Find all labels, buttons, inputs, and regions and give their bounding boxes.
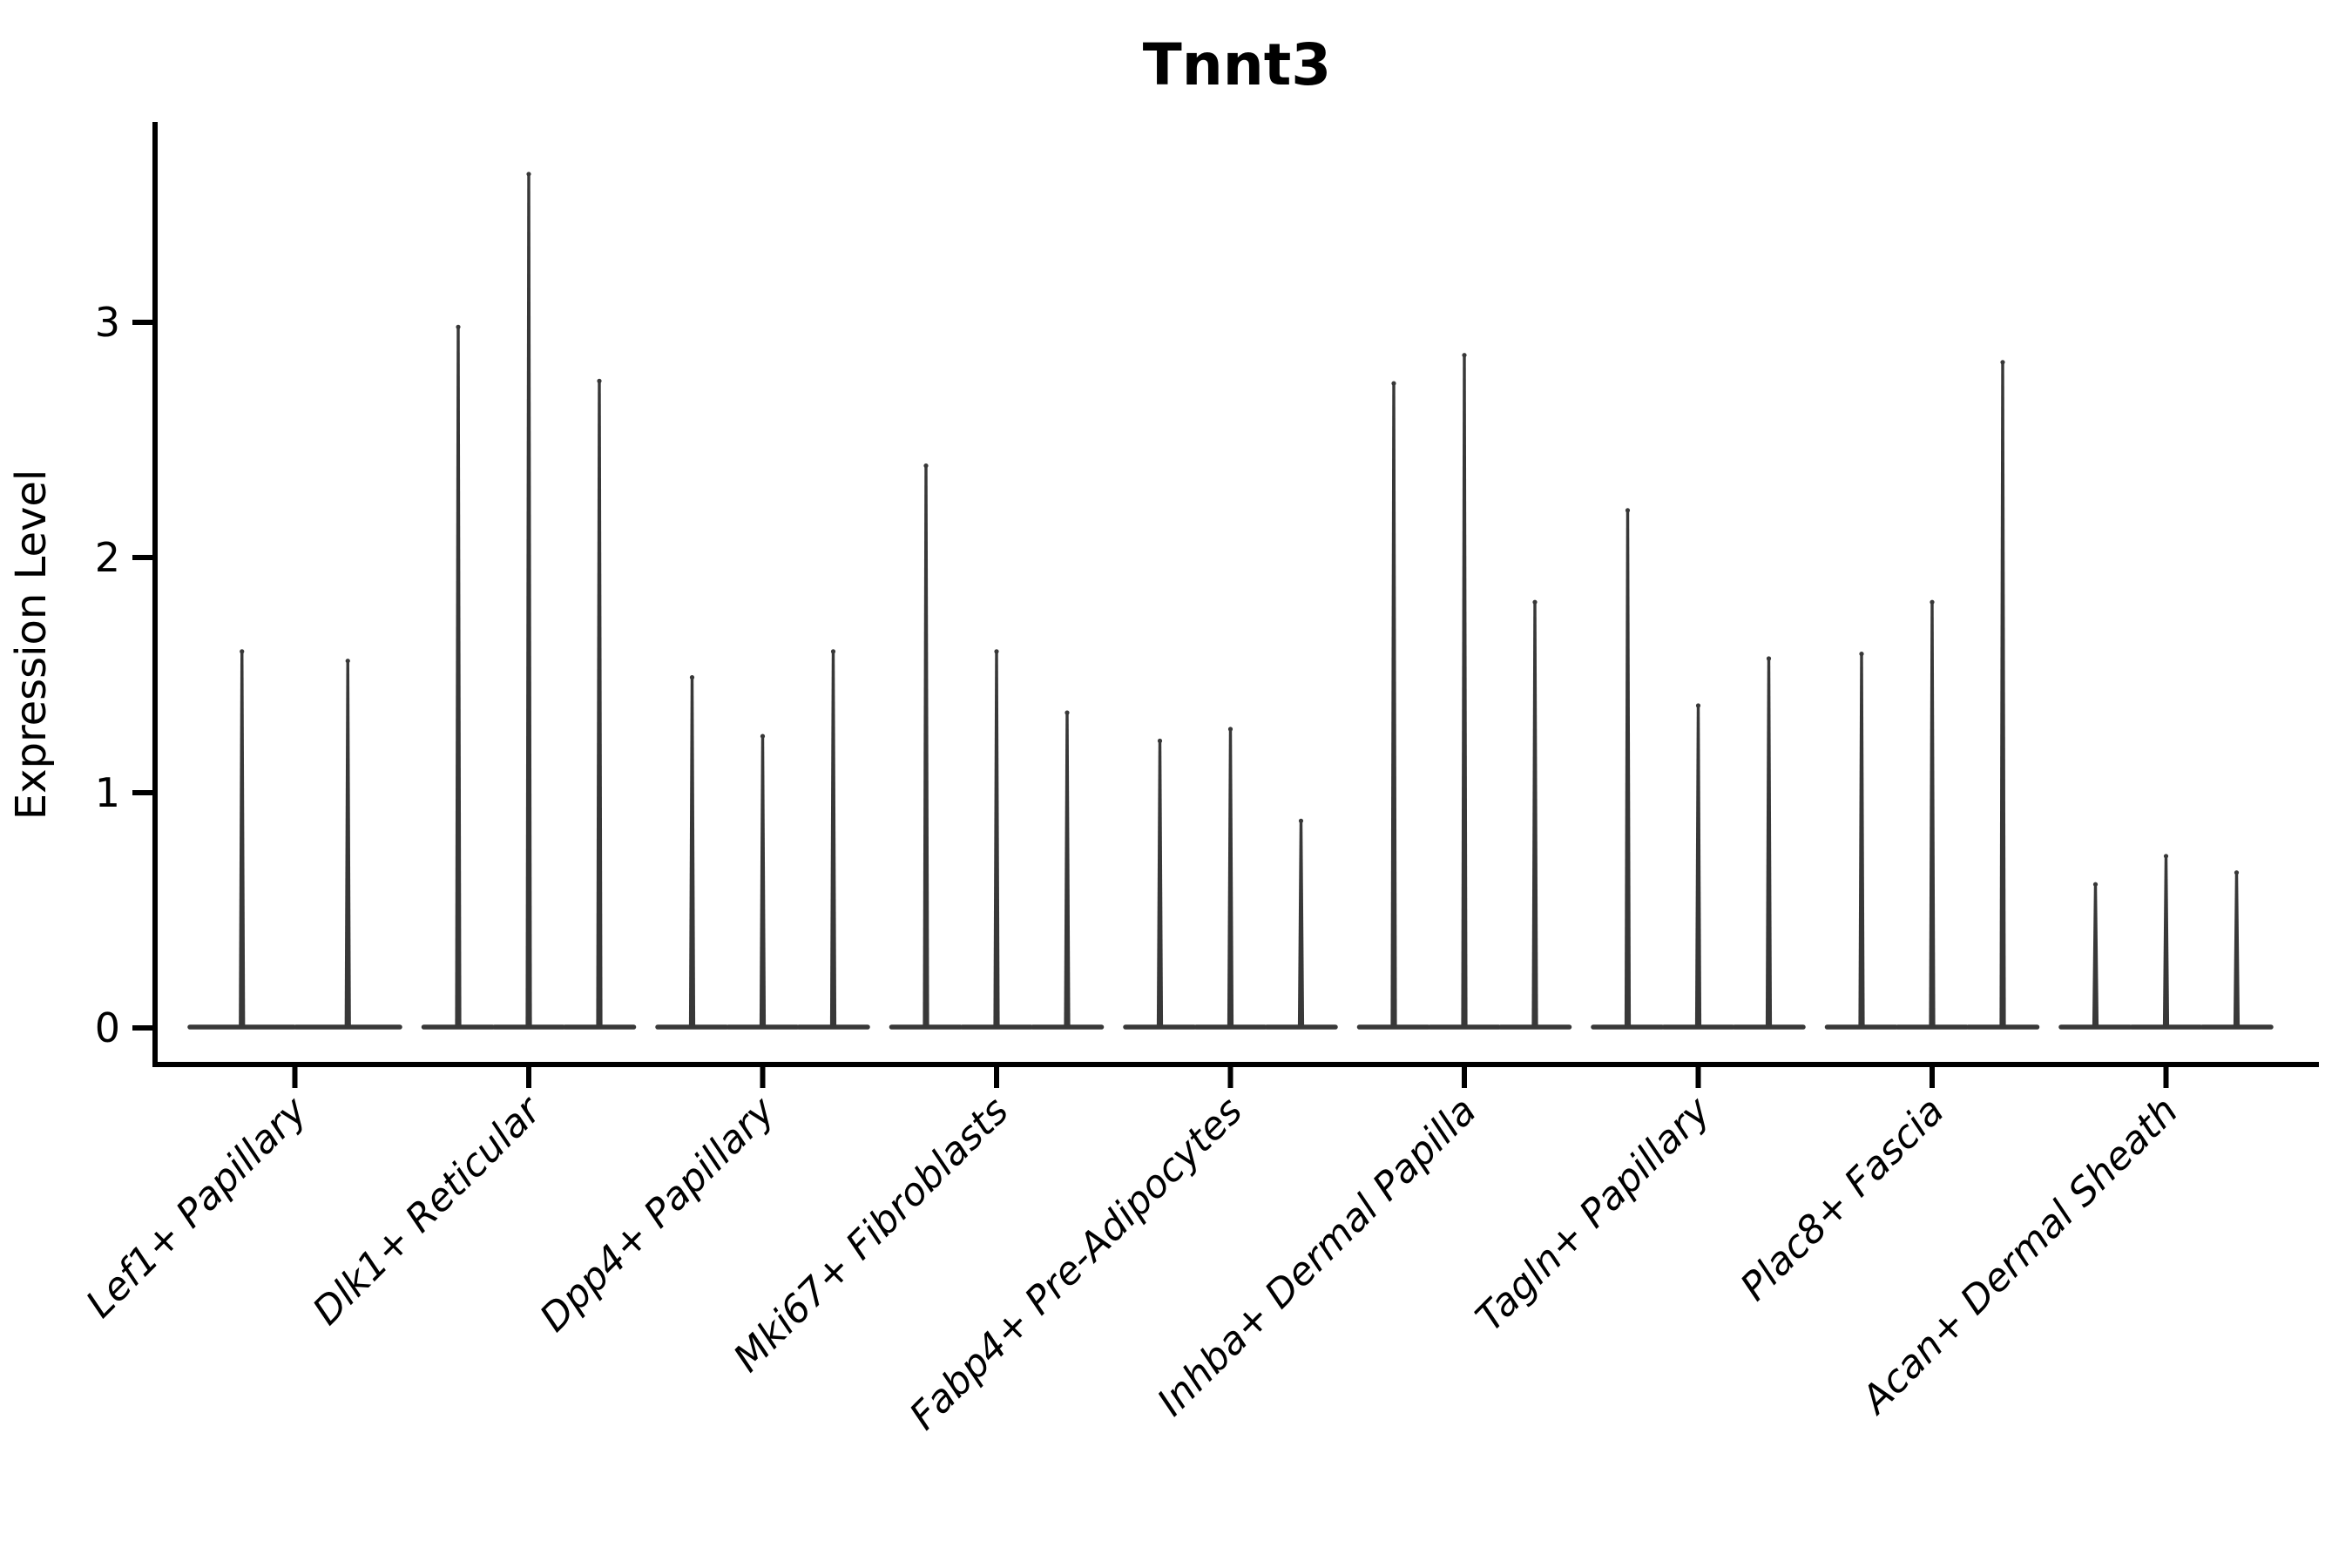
y-axis-ticks: 0 1 2 3 (95, 299, 155, 1051)
violin-spike-tip (456, 324, 461, 329)
y-tick-label: 2 (95, 534, 120, 581)
violin-spike (1227, 729, 1234, 1027)
violin-spike (1858, 654, 1865, 1027)
violin-spike (1531, 602, 1538, 1027)
chart-title: Tnnt3 (1143, 31, 1331, 98)
violin-spike (1999, 362, 2006, 1027)
x-tick-label: Lef1+ Papillary (78, 1088, 316, 1327)
violin-spike (923, 466, 929, 1027)
violin-spike (2092, 884, 2099, 1027)
violin-group (1123, 727, 1338, 1030)
violin-spike (829, 652, 837, 1027)
x-tick-label: Dpp4+ Papillary (531, 1088, 784, 1341)
violin-spike-tip (345, 659, 350, 664)
violin-spike-tip (689, 675, 695, 680)
violin-group (421, 172, 637, 1030)
violin-spike (1390, 383, 1397, 1027)
violin-spike-tip (994, 649, 999, 654)
x-tick-label: Dlk1+ Reticular (304, 1087, 551, 1334)
violin-spike (525, 174, 532, 1027)
violin-spike (1765, 659, 1773, 1027)
violin-group (2058, 854, 2274, 1030)
violin-spike-tip (830, 649, 836, 654)
violin-spike-tip (2234, 870, 2240, 875)
violin-group (1591, 508, 1806, 1030)
violin-spike (2162, 856, 2170, 1027)
violin-spike (1156, 740, 1164, 1027)
violin-spike-tip (1227, 727, 1233, 732)
violin-spike-tip (1298, 818, 1304, 823)
violin-spike-tip (1157, 738, 1163, 744)
y-tick-label: 3 (95, 299, 120, 346)
x-tick-label: Tagln+ Papillary (1468, 1088, 1720, 1340)
y-axis-label: Expression Level (7, 470, 56, 821)
violin-spike-tip (526, 172, 531, 177)
y-tick-label: 1 (95, 769, 120, 816)
violin-spike (1297, 821, 1305, 1027)
violin-spike-tip (2163, 854, 2169, 859)
violin-spike (1461, 355, 1468, 1028)
violin-spike-tip (2000, 360, 2005, 365)
violin-spike-tip (1532, 599, 1538, 605)
violin-spike (688, 678, 696, 1027)
violin-group (655, 649, 870, 1030)
violin-spike (1929, 602, 1936, 1027)
violin-spike-tip (1766, 656, 1772, 661)
violin-spike-tip (1625, 508, 1631, 513)
violin-spike-tip (1859, 652, 1864, 657)
violin-series (187, 172, 2274, 1030)
violin-spike (239, 652, 246, 1027)
violin-spike-tip (1064, 710, 1070, 715)
violin-spike-tip (1695, 703, 1701, 708)
axes-spines (152, 122, 2319, 1067)
violin-group (1824, 360, 2040, 1030)
violin-spike (759, 736, 767, 1027)
violin-group (889, 463, 1105, 1030)
violin-spike (1064, 713, 1071, 1027)
violin-spike (1624, 510, 1632, 1027)
violin-spike (455, 327, 462, 1027)
x-tick-label: Plac8+ Fascia (1732, 1089, 1952, 1309)
violin-spike (596, 381, 603, 1027)
violin-spike-tip (240, 649, 245, 654)
violin-spike-tip (923, 463, 929, 469)
violin-group (187, 649, 402, 1030)
violin-spike-tip (2092, 882, 2099, 887)
violin-spike-tip (1930, 599, 1935, 605)
violin-spike-tip (1462, 353, 1467, 358)
violin-spike (993, 652, 1000, 1027)
violin-spike (2233, 873, 2240, 1027)
violin-spike-tip (597, 378, 602, 383)
violin-spike (344, 661, 351, 1027)
violin-spike-tip (760, 733, 766, 739)
violin-spike-tip (1391, 381, 1396, 386)
violin-group (1356, 353, 1572, 1030)
violin-spike (1694, 706, 1702, 1027)
y-tick-label: 0 (95, 1004, 120, 1051)
